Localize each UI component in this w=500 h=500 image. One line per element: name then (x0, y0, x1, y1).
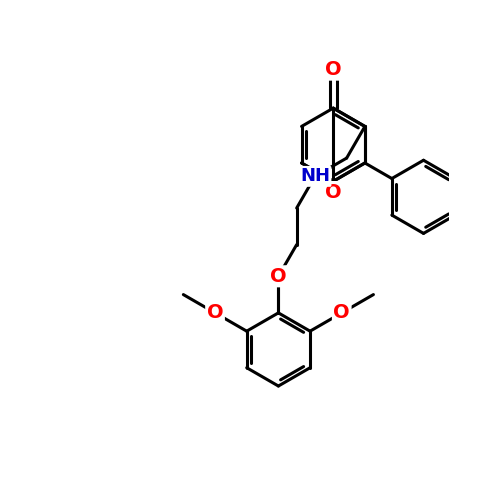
Text: O: O (270, 267, 286, 286)
Text: NH: NH (300, 168, 330, 186)
Text: O: O (334, 304, 350, 322)
Text: O: O (325, 60, 342, 79)
Text: O: O (206, 304, 224, 322)
Text: O: O (325, 182, 342, 202)
